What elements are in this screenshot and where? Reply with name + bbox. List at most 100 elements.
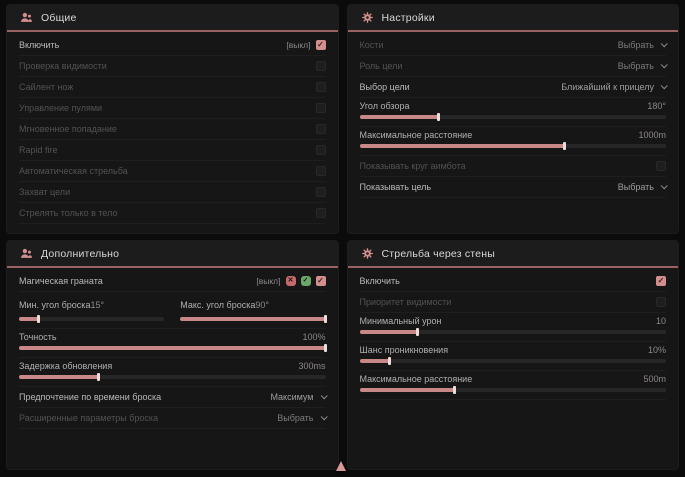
slider-handle[interactable] bbox=[96, 373, 100, 381]
panel-settings: Настройки Кости Выбрать Роль цели Выбрать Вы… bbox=[347, 5, 678, 233]
setting-row: Расширенные параметры броска Выбрать bbox=[19, 408, 328, 429]
slider-row: Максимальное расстояние 500m bbox=[359, 371, 667, 400]
panel-title: Общие bbox=[41, 11, 77, 24]
checkbox[interactable] bbox=[315, 82, 326, 92]
checkbox[interactable] bbox=[656, 161, 666, 171]
setting-label: Макс. угол броска bbox=[180, 300, 256, 310]
setting-row: Кости Выбрать bbox=[359, 35, 668, 56]
slider-row: Мин. угол броска15° bbox=[19, 295, 165, 323]
setting-label: Показывать цель bbox=[359, 182, 432, 192]
setting-label: Мгновенное попадание bbox=[19, 124, 117, 134]
slider-row: Минимальный урон 10 bbox=[359, 313, 667, 342]
checkbox[interactable] bbox=[315, 124, 326, 134]
checkbox[interactable] bbox=[656, 297, 666, 307]
slider-row: Угол обзора 180° bbox=[359, 98, 667, 127]
slider-row-top: Минимальный урон 10 bbox=[360, 316, 667, 326]
checkbox[interactable] bbox=[315, 61, 326, 71]
slider-handle[interactable] bbox=[323, 315, 327, 323]
checkbox[interactable] bbox=[315, 208, 326, 218]
checkbox[interactable] bbox=[315, 276, 326, 286]
dropdown[interactable]: Ближайший к прицелу bbox=[561, 81, 668, 92]
panel-title: Стрельба через стены bbox=[381, 247, 495, 260]
checkbox[interactable] bbox=[315, 187, 326, 197]
setting-row: Автоматическая стрельба bbox=[19, 161, 326, 182]
dropdown[interactable]: Выбрать bbox=[618, 60, 668, 71]
slider-fill bbox=[19, 375, 99, 379]
setting-row: Управление пулями bbox=[19, 98, 326, 119]
dropdown[interactable]: Максимум bbox=[270, 391, 328, 402]
checkbox[interactable] bbox=[315, 40, 326, 50]
dropdown-value: Выбрать bbox=[617, 40, 654, 50]
slider[interactable] bbox=[359, 113, 666, 121]
setting-row: Мгновенное попадание bbox=[19, 119, 326, 140]
slider-handle[interactable] bbox=[562, 142, 566, 150]
slider-row-top: Макс. угол броска90° bbox=[180, 295, 325, 313]
status-green-icon[interactable]: ✓ bbox=[300, 276, 311, 286]
slider[interactable] bbox=[19, 344, 327, 352]
slider-row-top: Мин. угол броска15° bbox=[19, 295, 164, 313]
slider[interactable] bbox=[180, 315, 327, 323]
setting-row: Проверка видимости bbox=[19, 56, 326, 77]
slider-row-top: Шанс проникновения 10% bbox=[360, 345, 667, 355]
slider-row-top: Максимальное расстояние 500m bbox=[360, 374, 667, 384]
setting-label: Приоритет видимости bbox=[359, 297, 452, 307]
checkbox[interactable] bbox=[315, 145, 326, 155]
panel-header-additional: Дополнительно bbox=[7, 241, 338, 268]
slider-handle[interactable] bbox=[323, 344, 327, 352]
setting-row: Включить bbox=[359, 271, 666, 292]
panel-header-wall-shooting: Стрельба через стены bbox=[347, 241, 678, 268]
slider-row: Задержка обновления 300ms bbox=[19, 358, 326, 387]
slider-row-top: Угол обзора 180° bbox=[360, 101, 667, 111]
dropdown-value: Максимум bbox=[270, 392, 314, 402]
setting-label: Мин. угол броска bbox=[19, 300, 91, 310]
checkbox[interactable] bbox=[315, 103, 326, 113]
setting-label: Захват цели bbox=[19, 187, 71, 197]
slider-value: 15° bbox=[90, 300, 105, 310]
dropdown[interactable]: Выбрать bbox=[617, 181, 668, 192]
slider-fill bbox=[359, 388, 455, 392]
slider[interactable] bbox=[359, 328, 666, 336]
setting-row: Показывать круг аимбота bbox=[359, 156, 666, 177]
slider[interactable] bbox=[359, 386, 666, 394]
people-icon bbox=[20, 247, 33, 260]
panel-body: Включить [выкл] Проверка видимости Сайлент … bbox=[7, 32, 338, 233]
setting-row: Стрелять только в тело bbox=[19, 203, 326, 224]
slider-row-top: Максимальное расстояние 1000m bbox=[360, 130, 667, 140]
setting-label: Максимальное расстояние bbox=[359, 374, 473, 384]
checkbox[interactable] bbox=[315, 166, 326, 176]
slider-handle[interactable] bbox=[415, 328, 419, 336]
hotkey-state-label: [выкл] bbox=[286, 40, 311, 50]
setting-label: Магическая граната bbox=[19, 276, 103, 286]
panel-body: Магическая граната [выкл] ✕ ✓ Мин. угол брос… bbox=[7, 268, 338, 469]
status-red-icon[interactable]: ✕ bbox=[285, 276, 296, 286]
slider[interactable] bbox=[359, 357, 666, 365]
setting-label: Расширенные параметры броска bbox=[19, 413, 159, 423]
row-controls: [выкл] bbox=[286, 40, 326, 50]
slider[interactable] bbox=[19, 373, 326, 381]
setting-label: Минимальный урон bbox=[359, 316, 442, 326]
chevron-down-icon bbox=[660, 81, 668, 89]
dropdown[interactable]: Выбрать bbox=[277, 412, 328, 423]
panel-body: Включить Приоритет видимости Минимальный у… bbox=[348, 268, 679, 469]
row-controls bbox=[315, 145, 326, 155]
slider-handle[interactable] bbox=[37, 315, 41, 323]
setting-label: Кости bbox=[359, 40, 384, 50]
dropdown-value: Выбрать bbox=[617, 182, 654, 192]
gear-icon bbox=[361, 11, 374, 24]
setting-row: Приоритет видимости bbox=[359, 292, 666, 313]
slider-handle[interactable] bbox=[388, 357, 392, 365]
chevron-down-icon bbox=[320, 412, 328, 420]
slider[interactable] bbox=[359, 142, 666, 150]
slider-handle[interactable] bbox=[452, 386, 456, 394]
dropdown[interactable]: Выбрать bbox=[617, 39, 668, 50]
dropdown-value: Ближайший к прицелу bbox=[561, 82, 654, 92]
mouse-cursor bbox=[336, 461, 346, 471]
people-icon bbox=[20, 11, 33, 24]
setting-row: Сайлент нож bbox=[19, 77, 326, 98]
slider[interactable] bbox=[19, 315, 165, 323]
slider-handle[interactable] bbox=[437, 113, 441, 121]
slider-fill bbox=[359, 144, 565, 148]
chevron-down-icon bbox=[660, 60, 668, 68]
checkbox[interactable] bbox=[656, 276, 666, 286]
